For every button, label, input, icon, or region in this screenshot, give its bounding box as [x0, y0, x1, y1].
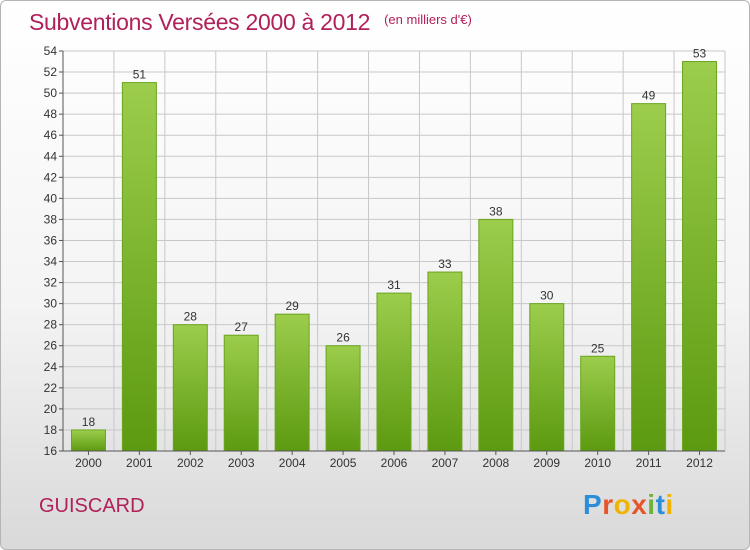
y-tick-label: 42	[44, 170, 58, 184]
data-label: 29	[285, 299, 299, 313]
y-tick-label: 32	[44, 276, 58, 290]
title-row: Subventions Versées 2000 à 2012 (en milli…	[29, 9, 472, 36]
y-tick-label: 48	[44, 107, 58, 121]
x-tick-label: 2008	[482, 456, 509, 470]
data-label: 26	[336, 331, 350, 345]
bar	[631, 103, 667, 452]
bar	[70, 429, 106, 452]
data-label: 53	[693, 47, 707, 61]
y-tick-label: 30	[44, 297, 58, 311]
chart-subtitle: (en milliers d'€)	[384, 12, 472, 27]
y-tick-label: 26	[44, 339, 58, 353]
data-label: 49	[642, 89, 656, 103]
data-label: 33	[438, 257, 452, 271]
bar	[427, 271, 463, 452]
bar	[376, 292, 412, 452]
y-tick-label: 52	[44, 65, 58, 79]
x-tick-label: 2003	[228, 456, 255, 470]
x-tick-label: 2011	[636, 456, 662, 470]
y-tick-label: 46	[44, 128, 58, 142]
data-label: 27	[235, 320, 249, 334]
x-tick-label: 2009	[533, 456, 560, 470]
x-tick-label: 2010	[584, 456, 611, 470]
data-label: 31	[387, 278, 401, 292]
proxiti-logo[interactable]: Proxiti	[583, 489, 674, 520]
bar	[274, 313, 310, 452]
data-label: 30	[540, 289, 554, 303]
bar	[478, 218, 514, 452]
bar	[121, 82, 157, 452]
y-tick-label: 40	[44, 191, 58, 205]
town-name: GUISCARD	[39, 495, 145, 517]
y-tick-label: 22	[44, 381, 58, 395]
x-tick-label: 2012	[686, 456, 713, 470]
bar	[172, 324, 208, 452]
bar	[580, 355, 616, 452]
x-tick-label: 2007	[432, 456, 459, 470]
data-label: 51	[133, 68, 147, 82]
y-tick-label: 20	[44, 402, 58, 416]
y-tick-label: 16	[44, 444, 58, 458]
labels: 18 51 28 27 29 26 31 33 38 30 25 49 53	[82, 47, 707, 429]
data-label: 25	[591, 341, 605, 355]
y-tick-label: 36	[44, 233, 58, 247]
data-label: 28	[184, 310, 198, 324]
x-tick-label: 2004	[279, 456, 306, 470]
bars	[70, 61, 718, 452]
axes: 16 18 20 22 24 26 28 30 32 34 36 38 40 42 44 46 48 50 52 54…	[44, 44, 725, 470]
y-tick-label: 24	[44, 360, 58, 374]
x-tick-label: 2006	[381, 456, 408, 470]
bar	[325, 345, 361, 452]
x-tick-label: 2001	[126, 456, 153, 470]
y-tick-label: 38	[44, 212, 58, 226]
y-tick-label: 50	[44, 86, 58, 100]
y-tick-label: 54	[44, 44, 58, 58]
y-tick-label: 18	[44, 423, 58, 437]
y-tick-label: 28	[44, 318, 58, 332]
y-tick-label: 44	[44, 149, 58, 163]
x-tick-label: 2005	[330, 456, 357, 470]
y-tick-label: 34	[44, 255, 58, 269]
data-label: 18	[82, 415, 96, 429]
bar	[682, 61, 718, 452]
bar	[529, 303, 565, 452]
data-label: 38	[489, 204, 503, 218]
chart-title: Subventions Versées 2000 à 2012	[29, 9, 371, 35]
x-tick-label: 2002	[177, 456, 204, 470]
bar	[223, 334, 259, 452]
x-tick-label: 2000	[75, 456, 102, 470]
